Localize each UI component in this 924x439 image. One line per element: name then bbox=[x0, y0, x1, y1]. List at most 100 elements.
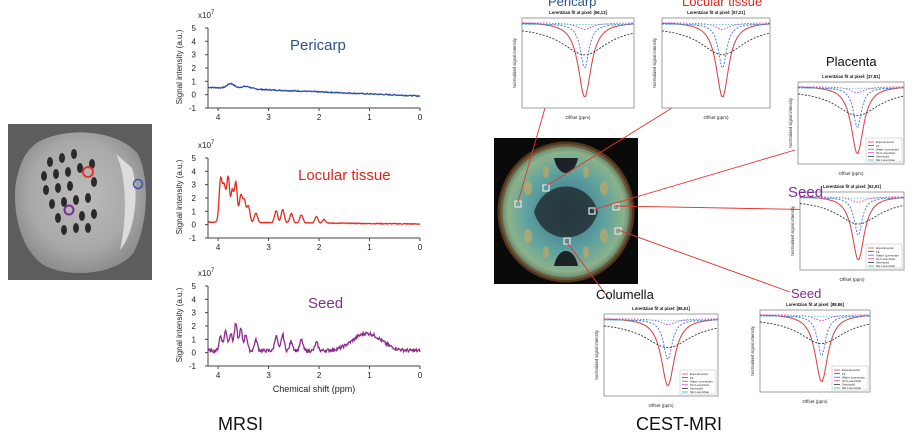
plot-title: Lorentzian fit at pixel: [57,21] bbox=[687, 10, 745, 15]
legend-label: NH Lorentzian bbox=[842, 386, 862, 390]
seed-marker bbox=[63, 204, 75, 216]
pericarp-marker bbox=[132, 178, 144, 190]
y-tick-label: 3 bbox=[192, 181, 197, 190]
x-tick-label: 1 bbox=[367, 113, 372, 122]
mrsi-caption: MRSI bbox=[218, 414, 263, 434]
y-tick-label: 1 bbox=[192, 77, 197, 86]
spectrum-label-locular: Locular tissue bbox=[298, 167, 391, 184]
legend-label: OH Lorentzian bbox=[690, 383, 710, 387]
water-lorentzian bbox=[797, 87, 904, 128]
oh-lorentzian bbox=[604, 318, 718, 326]
spectrum-line-locular bbox=[207, 175, 421, 226]
cest-caption: CEST-MRI bbox=[636, 414, 723, 434]
cest-map-svg bbox=[497, 141, 635, 283]
spectrum-line-seed bbox=[207, 322, 421, 355]
label-pericarp: Pericarp bbox=[548, 0, 597, 9]
legend-label: Water Lorentzian bbox=[876, 253, 899, 257]
legend-label: Water Lorentzian bbox=[690, 379, 713, 383]
exponent-label: x107 bbox=[198, 140, 215, 150]
legend-label: Water Lorentzian bbox=[842, 375, 865, 379]
y-tick-label: 4 bbox=[192, 295, 197, 304]
x-tick-label: 3 bbox=[266, 243, 271, 252]
plot-frame bbox=[661, 17, 771, 109]
exponent-label: x107 bbox=[198, 10, 215, 20]
plot-title: Lorentzian fit at pixel: [37,81] bbox=[822, 74, 880, 79]
plot-ylabel: Normalized signal intensity bbox=[512, 37, 517, 88]
semisolid-curve bbox=[603, 325, 719, 349]
oh-lorentzian bbox=[800, 196, 904, 203]
y-tick-label: 5 bbox=[192, 24, 197, 33]
spectrum-label-seed: Seed bbox=[308, 295, 343, 312]
plot-title: Lorentzian fit at pixel: [66,13] bbox=[549, 10, 607, 15]
plot-ylabel: Normalized signal intensity bbox=[750, 325, 755, 376]
plot-xlabel: Offset (ppm) bbox=[839, 171, 864, 176]
plot-ylabel: Normalized signal intensity bbox=[652, 37, 657, 88]
label-seed-bottom: Seed bbox=[791, 286, 822, 301]
x-tick-label: 2 bbox=[317, 113, 322, 122]
oh-lorentzian bbox=[760, 314, 870, 322]
semisolid-curve bbox=[521, 30, 635, 56]
plot-title: Lorentzian fit at pixel: [86,61] bbox=[632, 306, 690, 311]
locular-marker bbox=[82, 166, 94, 178]
x-tick-label: 4 bbox=[216, 113, 221, 122]
y-axis-label: Signal intensity (a.u.) bbox=[175, 159, 184, 234]
y-tick-label: 3 bbox=[192, 51, 197, 60]
y-tick-label: 0 bbox=[192, 349, 197, 358]
experimental-curve bbox=[799, 196, 905, 261]
legend-label: Fit bbox=[876, 144, 879, 148]
zplot-pericarp: Lorentzian fit at pixel: [66,13] Offset (… bbox=[512, 10, 635, 120]
y-tick-label: 3 bbox=[192, 309, 197, 318]
x-tick-label: 4 bbox=[216, 371, 221, 380]
x-tick-label: 1 bbox=[367, 243, 372, 252]
y-tick-label: 5 bbox=[192, 282, 197, 291]
zplot-placenta: Lorentzian fit at pixel: [37,81] Offset (… bbox=[788, 74, 905, 176]
zplot-locular: Lorentzian fit at pixel: [57,21] Offset (… bbox=[652, 10, 771, 120]
cest-map-image bbox=[494, 138, 638, 284]
x-tick-label: 2 bbox=[317, 371, 322, 380]
zplot-seed-right: Lorentzian fit at pixel: [62,91] Offset (… bbox=[790, 184, 905, 282]
legend-label: Semisolid bbox=[842, 383, 855, 387]
y-axis-label: Signal intensity (a.u.) bbox=[175, 287, 184, 362]
plot-xlabel: Offset (ppm) bbox=[840, 277, 865, 282]
exponent-label: x107 bbox=[198, 268, 215, 278]
plot-xlabel: Offset (ppm) bbox=[566, 115, 591, 120]
legend-label: Experimental bbox=[876, 246, 894, 250]
y-tick-label: 4 bbox=[192, 167, 197, 176]
y-tick-label: 2 bbox=[192, 64, 197, 73]
legend-label: Experimental bbox=[876, 140, 894, 144]
zplot-columella: Lorentzian fit at pixel: [86,61] Offset (… bbox=[594, 306, 719, 408]
plot-title: Lorentzian fit at pixel: [62,91] bbox=[823, 184, 881, 189]
y-tick-label: 4 bbox=[192, 37, 197, 46]
y-tick-label: -1 bbox=[189, 104, 197, 113]
semisolid-curve bbox=[799, 203, 905, 225]
plot-frame bbox=[521, 17, 635, 109]
x-tick-label: 1 bbox=[367, 371, 372, 380]
x-tick-label: 2 bbox=[317, 243, 322, 252]
y-tick-label: -1 bbox=[189, 234, 197, 243]
plot-xlabel: Offset (ppm) bbox=[649, 403, 674, 408]
legend-label: OH Lorentzian bbox=[842, 379, 862, 383]
y-tick-label: 2 bbox=[192, 322, 197, 331]
x-axis-label: Chemical shift (ppm) bbox=[273, 384, 356, 394]
legend-label: Semisolid bbox=[690, 387, 703, 391]
plot-ylabel: Normalized signal intensity bbox=[790, 205, 795, 256]
legend-label: Semisolid bbox=[876, 261, 889, 265]
legend-label: NH Lorentzian bbox=[876, 158, 896, 162]
y-tick-label: 1 bbox=[192, 335, 197, 344]
mrsi-tomato-image bbox=[8, 124, 152, 280]
label-seed-right: Seed bbox=[788, 184, 824, 201]
legend-label: Fit bbox=[876, 250, 879, 254]
x-tick-label: 3 bbox=[266, 371, 271, 380]
y-tick-label: 0 bbox=[192, 221, 197, 230]
y-tick-label: -1 bbox=[189, 362, 197, 371]
x-tick-label: 4 bbox=[216, 243, 221, 252]
y-tick-label: 5 bbox=[192, 154, 197, 163]
